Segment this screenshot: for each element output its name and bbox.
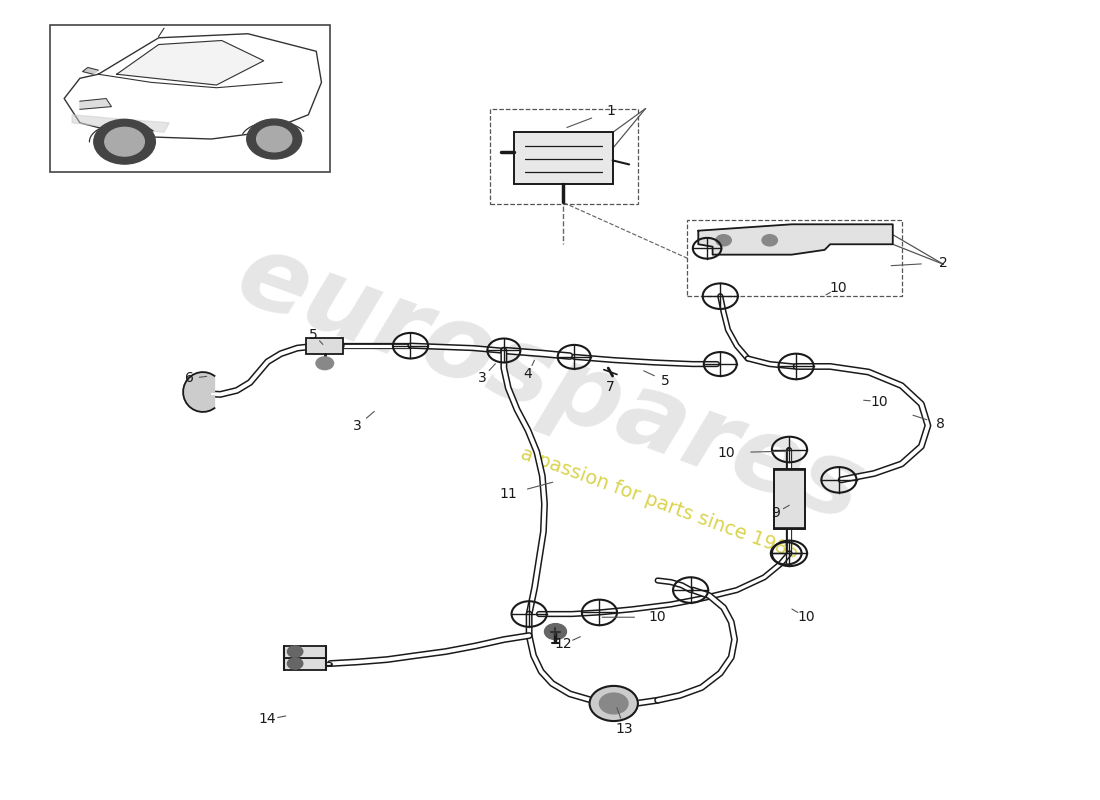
Text: 3: 3 — [477, 371, 486, 386]
Circle shape — [600, 693, 628, 714]
Bar — [306, 338, 343, 354]
Circle shape — [256, 126, 292, 152]
Circle shape — [316, 357, 333, 370]
Text: 14: 14 — [258, 713, 276, 726]
Text: 10: 10 — [717, 446, 735, 460]
Text: 2: 2 — [939, 256, 948, 270]
Circle shape — [762, 234, 778, 246]
Bar — [51, 25, 330, 172]
Circle shape — [544, 624, 566, 639]
Bar — [774, 470, 805, 530]
Text: 7: 7 — [606, 380, 615, 394]
Text: 11: 11 — [499, 487, 517, 502]
Text: 10: 10 — [829, 281, 847, 295]
Circle shape — [94, 119, 155, 164]
Polygon shape — [80, 98, 111, 110]
Text: 5: 5 — [309, 327, 318, 342]
Bar — [490, 109, 638, 204]
Text: 1: 1 — [606, 104, 615, 118]
Text: 5: 5 — [661, 374, 670, 388]
Circle shape — [246, 119, 301, 159]
Circle shape — [104, 127, 144, 156]
Text: eurospares: eurospares — [223, 224, 877, 544]
Circle shape — [287, 646, 303, 657]
Bar — [514, 133, 613, 184]
Text: a passion for parts since 1985: a passion for parts since 1985 — [518, 445, 802, 563]
Polygon shape — [184, 372, 214, 412]
Text: 8: 8 — [936, 417, 945, 431]
Text: 10: 10 — [649, 610, 667, 624]
Text: 13: 13 — [616, 722, 634, 736]
Bar — [688, 220, 902, 296]
Polygon shape — [72, 114, 169, 132]
Text: 10: 10 — [871, 394, 889, 409]
Polygon shape — [82, 67, 98, 74]
Polygon shape — [64, 34, 321, 139]
Text: 6: 6 — [185, 371, 194, 386]
Circle shape — [590, 686, 638, 721]
Circle shape — [287, 658, 303, 669]
Text: 9: 9 — [771, 506, 780, 521]
Text: 4: 4 — [524, 366, 532, 381]
Bar — [284, 658, 326, 670]
Polygon shape — [698, 224, 893, 254]
Bar — [284, 646, 326, 658]
Polygon shape — [117, 41, 264, 85]
Text: 12: 12 — [554, 638, 572, 651]
Text: 3: 3 — [353, 418, 362, 433]
Circle shape — [716, 234, 732, 246]
Text: 10: 10 — [798, 610, 815, 624]
